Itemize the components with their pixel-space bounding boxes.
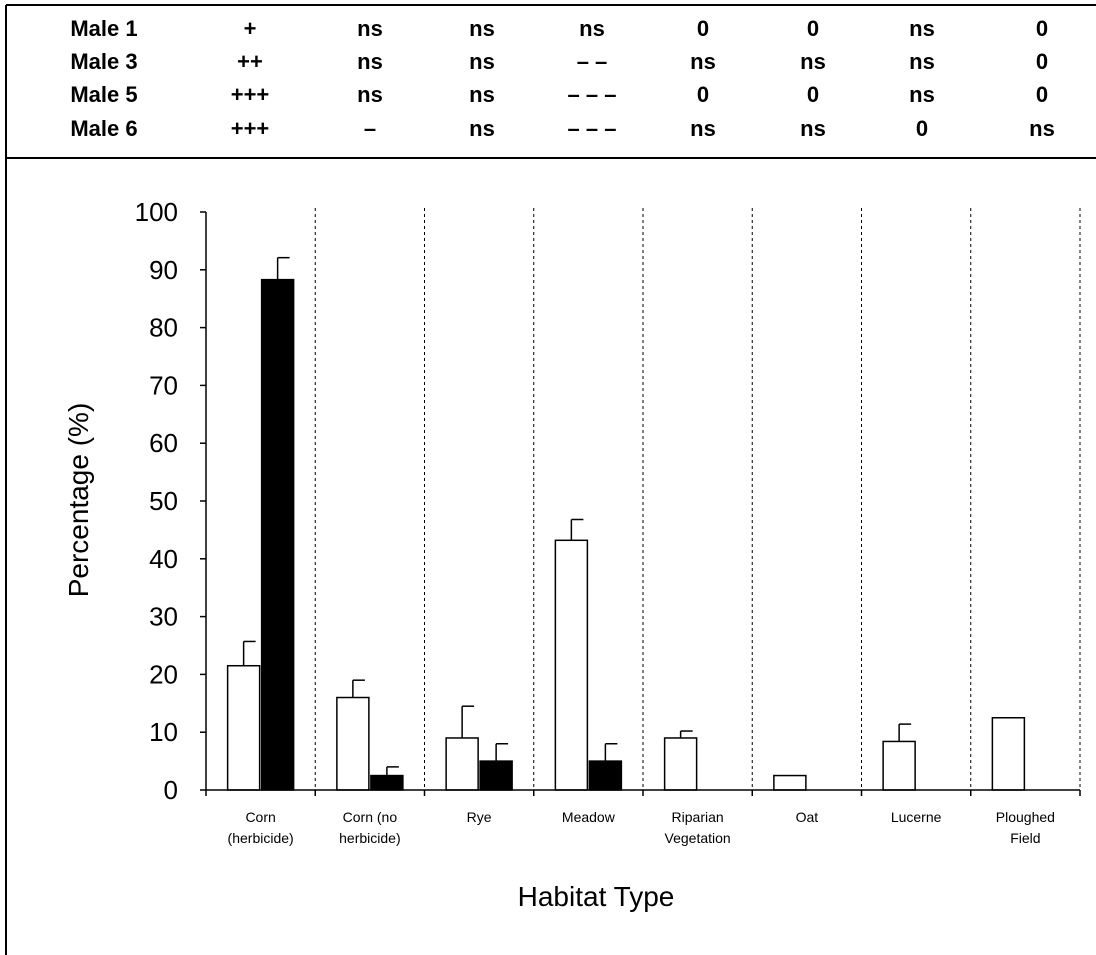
y-tick-label: 80 [149,313,178,343]
y-axis-title: Percentage (%) [63,403,94,598]
significance-cell: 0 [1036,82,1048,107]
error-bars [242,256,912,776]
significance-cell: +++ [231,116,270,141]
x-category-label: Ploughed [996,809,1055,825]
y-tick-label: 70 [149,370,178,400]
x-category-label: Riparian [672,809,724,825]
significance-table: Male 1 + ns ns ns 0 0 ns 0 Male 3 ++ ns ns – – ns ns ns 0… [70,16,1054,141]
x-category-labels: Corn (herbicide) Corn (no herbicide) Rye Mead… [228,809,1055,846]
bar-open [336,696,370,791]
bar-open [663,737,698,791]
significance-cell: + [244,16,257,41]
significance-cell: 0 [916,116,928,141]
significance-row: Male 5 +++ ns ns – – – 0 0 ns 0 [70,82,1048,107]
y-tick-label: 0 [164,775,178,805]
x-category-label: Corn [245,809,275,825]
row-label: Male 6 [70,116,137,141]
row-label: Male 3 [70,49,137,74]
row-label: Male 1 [70,16,137,41]
bar-filled [260,278,295,791]
y-tick-label: 90 [149,255,178,285]
y-tick-label: 10 [149,717,178,747]
y-tick-label: 60 [149,428,178,458]
significance-cell: ns [579,16,605,41]
x-category-label: Lucerne [891,809,942,825]
significance-cell: 0 [807,82,819,107]
significance-cell: ns [800,49,826,74]
significance-cell: ns [357,16,383,41]
bar-filled [479,760,513,791]
x-category-label: Oat [796,809,819,825]
bar-filled [370,774,404,791]
significance-cell: ns [909,82,935,107]
bar-open [554,539,589,791]
significance-cell: ns [909,49,935,74]
significance-cell: ns [357,49,383,74]
significance-cell: ns [909,16,935,41]
bar-open [445,737,479,791]
significance-cell: 0 [697,16,709,41]
significance-row: Male 3 ++ ns ns – – ns ns ns 0 [70,49,1048,74]
row-label: Male 5 [70,82,137,107]
significance-cell: ns [1029,116,1055,141]
bar-open [773,774,807,791]
bars [226,278,1026,791]
y-tick-label: 40 [149,544,178,574]
x-category-label: Field [1010,830,1040,846]
significance-cell: ns [469,49,495,74]
significance-cell: – – – [568,82,617,107]
significance-cell: – [364,116,376,141]
x-category-label: (herbicide) [228,830,294,846]
significance-cell: ns [469,116,495,141]
significance-cell: – – [577,49,608,74]
x-category-label: Rye [467,809,492,825]
x-category-label: herbicide) [339,830,400,846]
significance-cell: – – – [568,116,617,141]
bar-open [991,717,1026,791]
y-tick-label: 20 [149,659,178,689]
significance-cell: 0 [1036,16,1048,41]
significance-cell: ns [690,49,716,74]
significance-cell: ++ [237,49,263,74]
significance-cell: 0 [697,82,709,107]
bar-open [882,740,916,791]
significance-cell: ns [800,116,826,141]
significance-row: Male 1 + ns ns ns 0 0 ns 0 [70,16,1048,41]
significance-cell: ns [469,16,495,41]
bar-filled [588,760,623,791]
bar-open [226,664,261,791]
significance-cell: ns [690,116,716,141]
significance-cell: ns [357,82,383,107]
significance-cell: +++ [231,82,270,107]
significance-cell: 0 [1036,49,1048,74]
x-category-label: Corn (no [343,809,398,825]
y-tick-label: 50 [149,486,178,516]
y-tick-label: 100 [135,197,178,227]
axes [200,211,1081,796]
significance-cell: 0 [807,16,819,41]
x-category-label: Vegetation [665,830,731,846]
category-separators [314,208,1081,790]
x-category-label: Meadow [562,809,616,825]
x-axis-title: Habitat Type [518,881,675,912]
y-tick-label: 30 [149,602,178,632]
significance-row: Male 6 +++ – ns – – – ns ns 0 ns [70,116,1054,141]
y-tick-labels: 0 10 20 30 40 50 60 70 80 90 100 [135,197,178,805]
significance-cell: ns [469,82,495,107]
